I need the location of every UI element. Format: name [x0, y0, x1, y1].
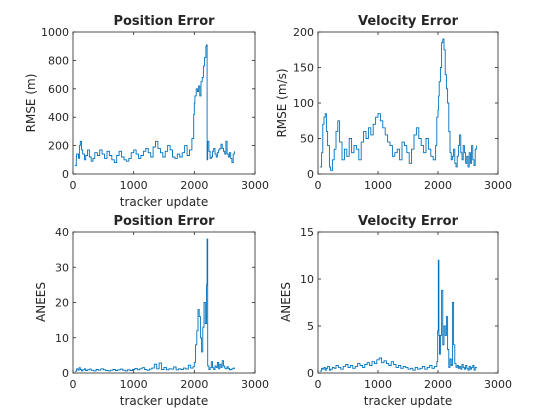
y-tick-label: 0 — [307, 168, 314, 181]
axes-box — [72, 31, 256, 175]
x-ticks: 0 1000 2000 3000 — [70, 32, 269, 192]
x-tick-label: 3000 — [484, 378, 512, 391]
axes-box — [72, 231, 256, 374]
x-tick-label: 2000 — [424, 179, 452, 192]
y-tick-label: 10 — [55, 332, 69, 345]
axes-title: Position Error — [113, 14, 215, 29]
x-tick-label: 1000 — [120, 378, 148, 391]
y-tick-label: 200 — [48, 140, 69, 153]
series-line — [319, 259, 477, 372]
x-ticks: 0 1000 2000 3000 — [70, 232, 269, 391]
x-tick-label: 1000 — [120, 179, 148, 192]
y-axis-label: RMSE (m) — [24, 74, 38, 133]
x-tick-label: 0 — [70, 179, 77, 192]
x-ticks: 0 1000 2000 3000 — [315, 232, 512, 391]
y-tick-label: 1000 — [41, 26, 69, 39]
y-ticks: 0 10 20 30 40 — [55, 226, 255, 380]
subplot-velocity-rmse: 0 1000 2000 3000 0 50 100 150 200 Velocity Erro… — [275, 14, 512, 192]
y-tick-label: 800 — [48, 54, 69, 67]
y-tick-label: 600 — [48, 83, 69, 96]
y-tick-label: 20 — [55, 297, 69, 310]
series-line — [319, 38, 477, 171]
x-tick-label: 0 — [70, 378, 77, 391]
x-tick-label: 2000 — [180, 179, 208, 192]
y-ticks: 0 200 400 600 800 1000 — [41, 26, 255, 181]
y-tick-label: 5 — [307, 320, 314, 333]
y-axis-label: RMSE (m/s) — [275, 68, 289, 137]
subplot-position-anees: 0 1000 2000 3000 0 10 20 30 40 Position Error t… — [34, 214, 269, 408]
y-tick-label: 400 — [48, 111, 69, 124]
y-tick-label: 10 — [300, 273, 314, 286]
y-tick-label: 100 — [293, 97, 314, 110]
axes-title: Velocity Error — [358, 14, 459, 29]
y-axis-label: ANEES — [34, 282, 48, 322]
y-tick-label: 40 — [55, 226, 69, 239]
x-tick-label: 1000 — [364, 378, 392, 391]
x-axis-label: tracker update — [120, 195, 209, 209]
y-tick-label: 0 — [62, 367, 69, 380]
series-line — [74, 238, 235, 372]
y-tick-label: 0 — [62, 168, 69, 181]
x-tick-label: 0 — [315, 179, 322, 192]
y-axis-label: ANEES — [279, 282, 293, 322]
x-axis-label: tracker update — [120, 394, 209, 408]
y-tick-label: 0 — [307, 367, 314, 380]
x-tick-label: 2000 — [424, 378, 452, 391]
y-tick-label: 200 — [293, 26, 314, 39]
axes-title: Velocity Error — [358, 214, 459, 229]
y-tick-label: 15 — [300, 226, 314, 239]
y-ticks: 0 50 100 150 200 — [293, 26, 498, 181]
y-tick-label: 50 — [300, 133, 314, 146]
x-axis-label: tracker update — [364, 394, 453, 408]
y-tick-label: 150 — [293, 62, 314, 75]
x-tick-label: 3000 — [241, 378, 269, 391]
x-tick-label: 3000 — [484, 179, 512, 192]
y-ticks: 0 5 10 15 — [300, 226, 498, 380]
series-line — [74, 44, 235, 166]
axes-title: Position Error — [113, 214, 215, 229]
x-tick-label: 3000 — [241, 179, 269, 192]
axes-box — [317, 231, 499, 374]
x-tick-label: 0 — [315, 378, 322, 391]
x-tick-label: 2000 — [180, 378, 208, 391]
x-tick-label: 1000 — [364, 179, 392, 192]
x-ticks: 0 1000 2000 3000 — [315, 32, 512, 192]
y-tick-label: 30 — [55, 261, 69, 274]
subplot-position-rmse: 0 1000 2000 3000 0 200 400 600 800 1000 Position… — [24, 14, 269, 209]
subplot-velocity-anees: 0 1000 2000 3000 0 5 10 15 Velocity Error trac… — [279, 214, 512, 408]
